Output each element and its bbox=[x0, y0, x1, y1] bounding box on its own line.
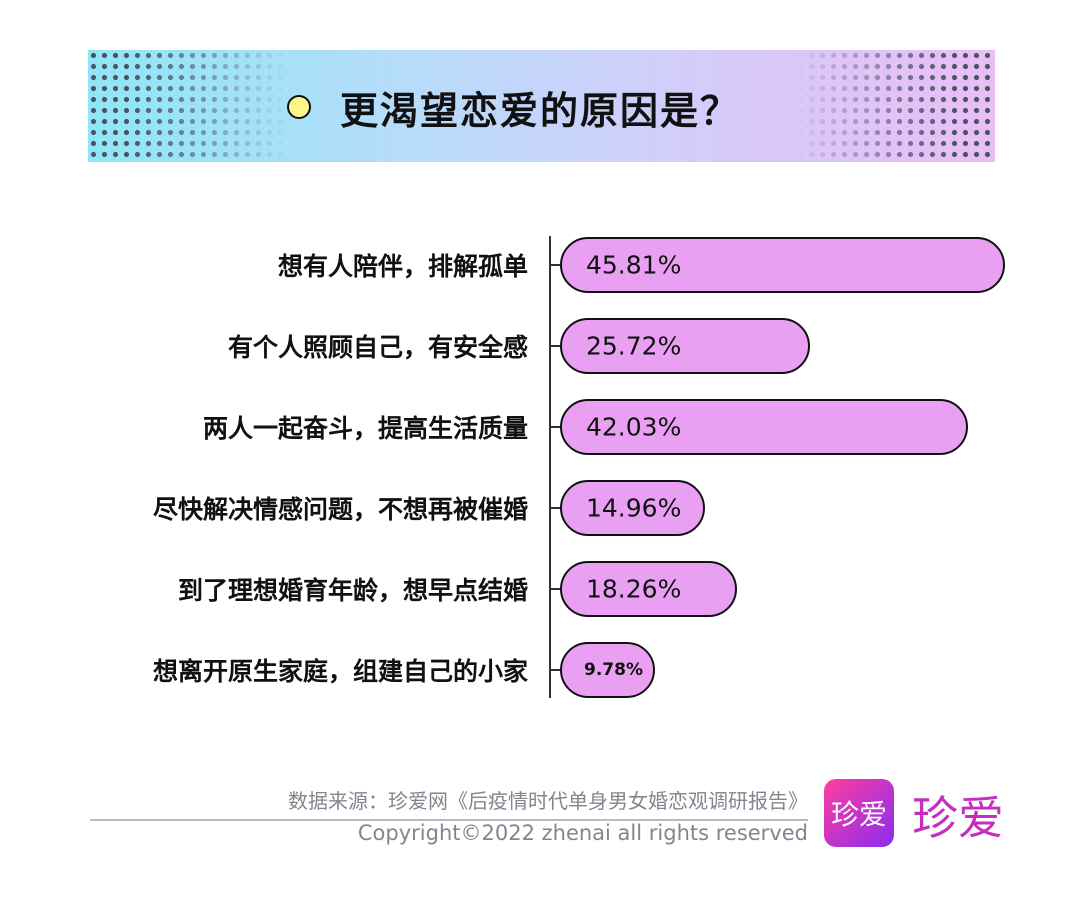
value-label: 14.96% bbox=[586, 493, 682, 523]
value-label: 18.26% bbox=[586, 574, 682, 604]
axis-tick bbox=[551, 264, 561, 266]
axis-tick bbox=[551, 507, 561, 509]
category-label: 有个人照顾自己，有安全感 bbox=[227, 333, 528, 362]
title-banner bbox=[88, 50, 995, 162]
value-label: 42.03% bbox=[586, 412, 682, 442]
axis-tick bbox=[551, 588, 561, 590]
copyright-text: Copyright©2022 zhenai all rights reserve… bbox=[357, 821, 808, 845]
category-label: 尽快解决情感问题，不想再被催婚 bbox=[152, 495, 528, 524]
category-label: 到了理想婚育年龄，想早点结婚 bbox=[177, 576, 528, 605]
source-text: 数据来源：珍爱网《后疫情时代单身男女婚恋观调研报告》 bbox=[288, 789, 808, 813]
bar: 9.78% bbox=[560, 642, 655, 698]
bar: 45.81% bbox=[560, 237, 1005, 293]
value-label: 25.72% bbox=[586, 331, 682, 361]
chart-title: 更渴望恋爱的原因是？ bbox=[340, 89, 741, 133]
bar: 42.03% bbox=[560, 399, 969, 455]
category-axis bbox=[549, 236, 551, 698]
category-label: 想有人陪伴，排解孤单 bbox=[277, 252, 528, 281]
category-label: 想离开原生家庭，组建自己的小家 bbox=[152, 657, 528, 686]
bullet-icon bbox=[287, 95, 311, 119]
bar: 25.72% bbox=[560, 318, 810, 374]
halftone-dots-left bbox=[88, 50, 288, 162]
bar: 18.26% bbox=[560, 561, 738, 617]
axis-tick bbox=[551, 345, 561, 347]
footer-divider bbox=[90, 819, 808, 821]
axis-tick bbox=[551, 426, 561, 428]
zhenai-logo-icon: 珍爱 bbox=[824, 779, 894, 847]
value-label: 45.81% bbox=[586, 250, 682, 280]
bar: 14.96% bbox=[560, 480, 706, 536]
brand-name: 珍爱 bbox=[912, 791, 1004, 845]
axis-tick bbox=[551, 669, 561, 671]
value-label: 9.78% bbox=[584, 660, 643, 680]
halftone-dots-right bbox=[795, 50, 995, 162]
category-label: 两人一起奋斗，提高生活质量 bbox=[202, 414, 528, 443]
